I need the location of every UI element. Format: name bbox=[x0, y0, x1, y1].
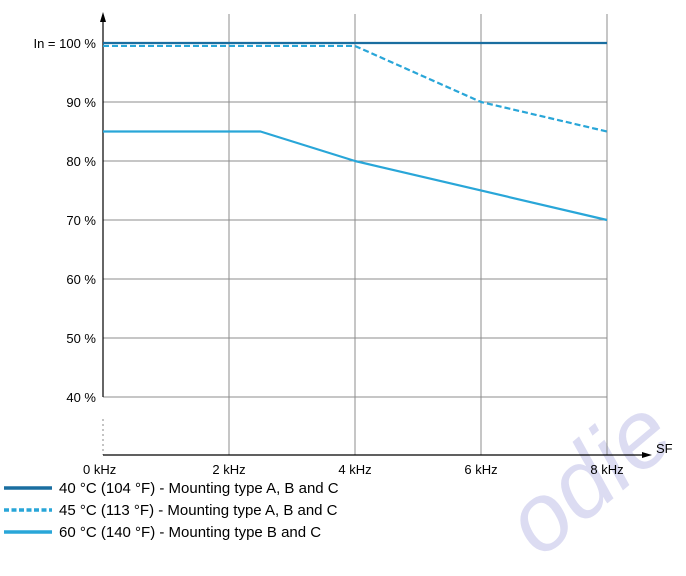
legend: 40 °C (104 °F) - Mounting type A, B and … bbox=[4, 480, 339, 541]
series-line-2 bbox=[103, 44, 608, 133]
y-tick-label-80: 80 % bbox=[66, 154, 96, 169]
watermark-text: odie bbox=[485, 377, 686, 576]
grid bbox=[103, 14, 608, 455]
x-tick-label-6: 6 kHz bbox=[464, 462, 497, 477]
series-line-3 bbox=[103, 130, 608, 222]
watermark: odie bbox=[485, 377, 686, 576]
axes bbox=[100, 12, 652, 458]
series-lines bbox=[103, 41, 608, 222]
legend-label-3: 60 °C (140 °F) - Mounting type B and C bbox=[59, 524, 321, 541]
x-tick-label-4: 4 kHz bbox=[338, 462, 371, 477]
y-tick-label-100: In = 100 % bbox=[33, 36, 96, 51]
tick-labels: SF 40 % 50 % 60 % 70 % 80 % 90 % In = 100 % 0 kH… bbox=[33, 36, 672, 477]
x-tick-label-0: 0 kHz bbox=[83, 462, 116, 477]
y-tick-label-60: 60 % bbox=[66, 272, 96, 287]
x-axis-arrow bbox=[642, 452, 652, 458]
legend-label-1: 40 °C (104 °F) - Mounting type A, B and … bbox=[59, 480, 339, 497]
legend-label-2: 45 °C (113 °F) - Mounting type A, B and … bbox=[59, 502, 338, 519]
x-tick-label-8: 8 kHz bbox=[590, 462, 623, 477]
y-tick-label-40: 40 % bbox=[66, 390, 96, 405]
x-axis-label: SF bbox=[656, 441, 673, 456]
y-tick-label-90: 90 % bbox=[66, 95, 96, 110]
y-tick-label-70: 70 % bbox=[66, 213, 96, 228]
y-tick-label-50: 50 % bbox=[66, 331, 96, 346]
x-tick-label-2: 2 kHz bbox=[212, 462, 245, 477]
y-axis-arrow bbox=[100, 12, 106, 22]
